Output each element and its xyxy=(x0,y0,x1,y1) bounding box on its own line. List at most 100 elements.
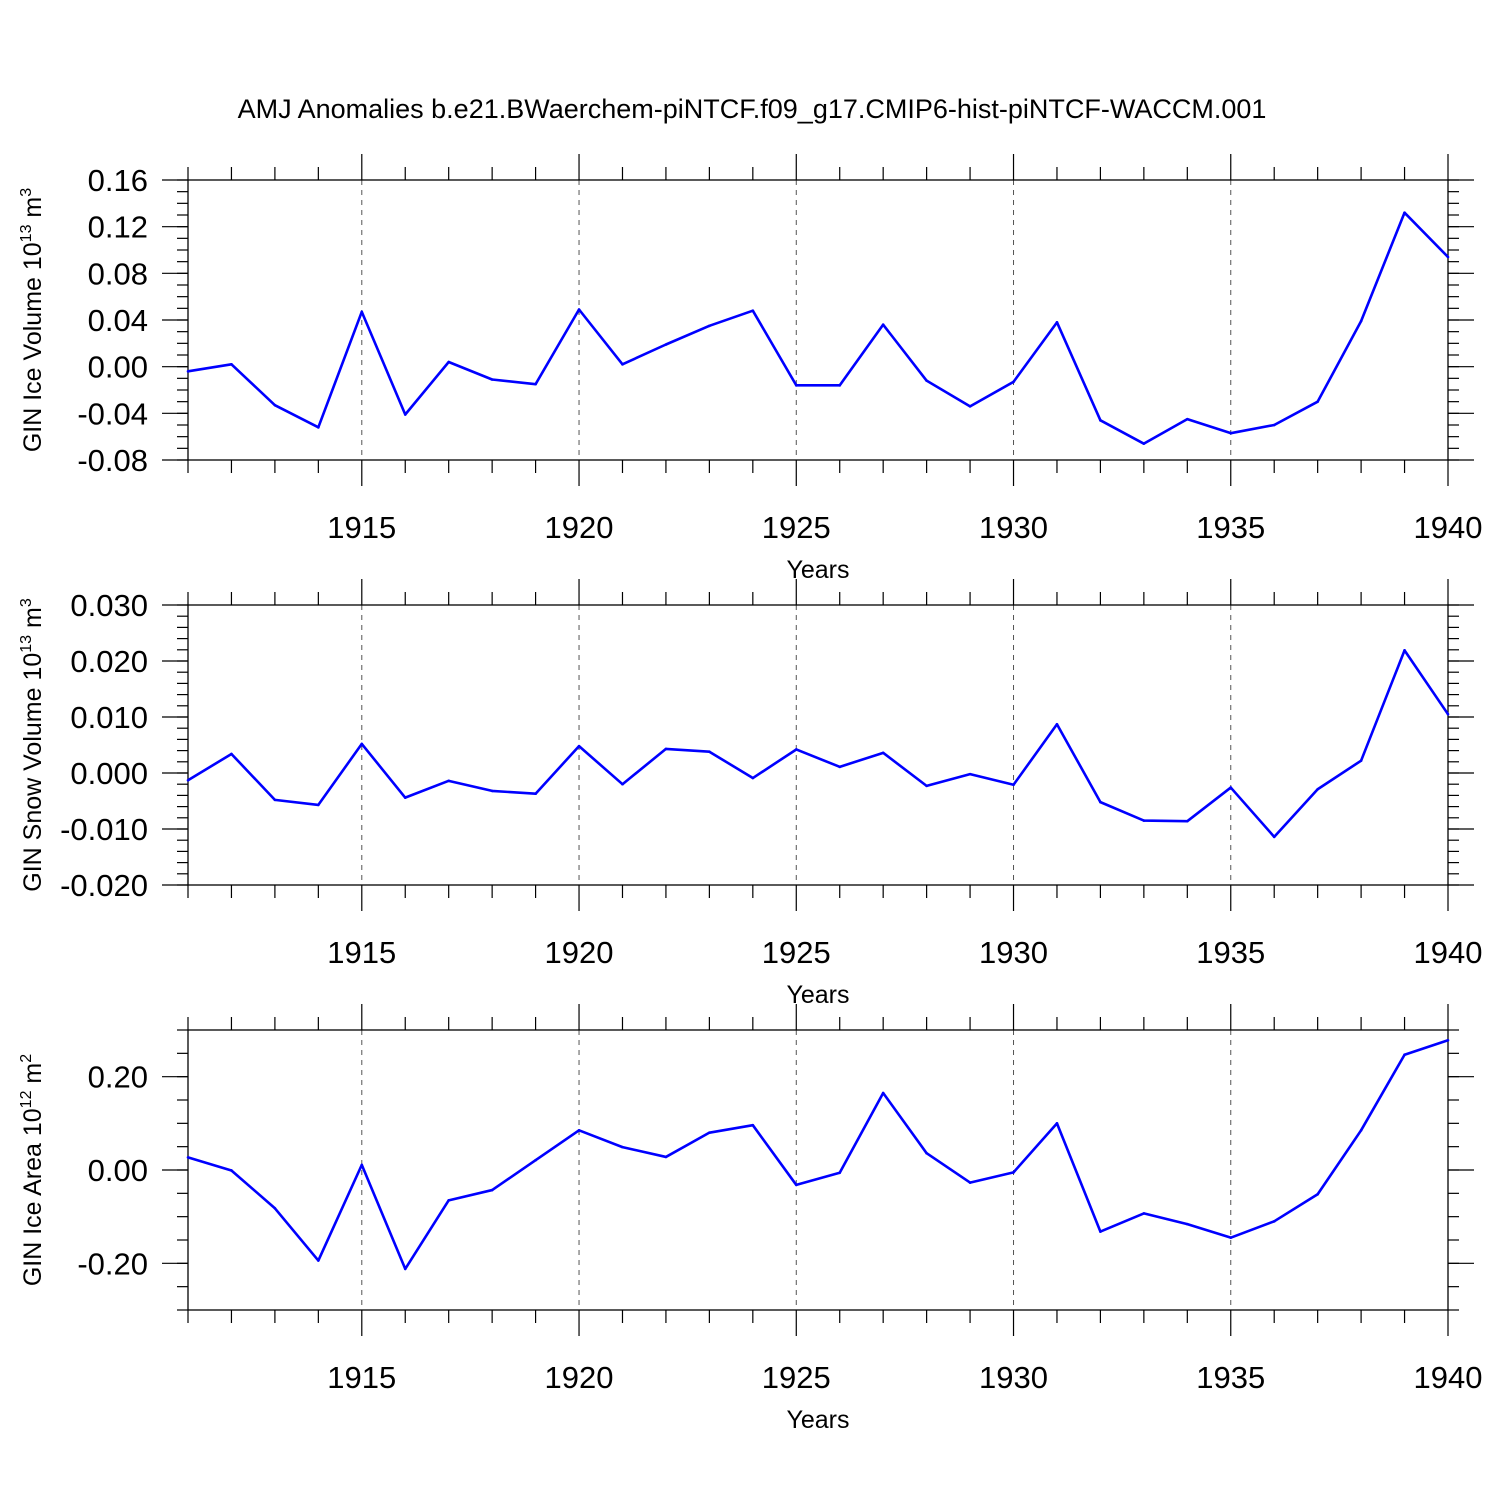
data-point xyxy=(447,1199,450,1202)
data-point xyxy=(925,1151,928,1155)
data-point xyxy=(1012,380,1015,384)
x-tick-label: 1925 xyxy=(762,1360,831,1395)
data-point xyxy=(838,1171,842,1175)
y-axis-title-part: m xyxy=(19,607,47,635)
data-point xyxy=(1359,759,1363,762)
y-axis-title-part: GIN Snow Volume 10 xyxy=(19,653,47,892)
data-point xyxy=(881,323,885,326)
y-tick-label: -0.04 xyxy=(77,396,148,431)
data-point xyxy=(490,789,494,793)
y-tick-label: -0.08 xyxy=(77,443,148,478)
y-axis-title-part: GIN Ice Volume 10 xyxy=(19,242,47,452)
data-point xyxy=(534,792,537,796)
data-point xyxy=(621,1145,624,1149)
data-point xyxy=(1012,783,1015,787)
data-point xyxy=(230,1169,233,1172)
x-axis-title: Years xyxy=(786,1406,849,1434)
data-point xyxy=(881,1091,885,1095)
y-tick-label: 0.000 xyxy=(70,756,148,791)
data-point xyxy=(230,363,233,366)
x-tick-label: 1935 xyxy=(1196,1360,1265,1395)
data-point xyxy=(838,765,842,769)
data-point xyxy=(925,379,928,382)
y-tick-label: 0.00 xyxy=(88,1153,148,1188)
y-tick-label: 0.030 xyxy=(70,588,148,623)
data-point xyxy=(577,1129,581,1132)
data-point xyxy=(577,744,581,748)
data-point xyxy=(1099,1230,1102,1233)
data-point xyxy=(1229,431,1233,435)
data-point xyxy=(490,378,494,381)
data-point xyxy=(751,1123,755,1127)
data-point xyxy=(1359,319,1363,323)
y-tick-label: 0.00 xyxy=(88,350,148,385)
x-tick-label: 1920 xyxy=(545,1360,614,1395)
plot-frame xyxy=(187,1029,1449,1311)
data-line xyxy=(187,211,1449,445)
panel-1: -0.08 -0.04 0.00 0.04 0.08 0.12 0.16 1915 1920 19… xyxy=(18,154,1482,584)
x-tick-label: 1915 xyxy=(327,935,396,970)
data-line xyxy=(187,1039,1449,1271)
y-axis-title-superscript: 2 xyxy=(18,1054,35,1063)
data-point xyxy=(1099,800,1102,804)
x-tick-label: 1930 xyxy=(979,1360,1048,1395)
y-tick-label: -0.20 xyxy=(77,1246,148,1281)
y-tick-label: 0.010 xyxy=(70,700,148,735)
data-point xyxy=(664,1155,668,1159)
data-point xyxy=(230,752,233,756)
data-point xyxy=(317,803,320,807)
data-point xyxy=(1272,423,1276,427)
data-point xyxy=(708,324,711,328)
x-tick-label: 1940 xyxy=(1414,935,1483,970)
plot-frame xyxy=(187,604,1449,886)
panel-2: -0.020 -0.010 0.000 0.010 0.020 0.030 1915 1920… xyxy=(18,579,1482,1009)
y-tick-label: 0.16 xyxy=(88,163,148,198)
data-point xyxy=(1229,786,1233,789)
data-point xyxy=(621,782,624,786)
x-tick-label: 1925 xyxy=(762,510,831,545)
data-point xyxy=(1186,819,1189,823)
y-tick-label: 0.020 xyxy=(70,644,148,679)
panel-3: -0.20 0.00 0.20 1915 1920 1925 1930 1935 1940 Yea… xyxy=(18,1004,1482,1434)
data-point xyxy=(881,751,885,755)
data-point xyxy=(751,309,755,312)
data-point xyxy=(534,382,537,386)
data-point xyxy=(1099,419,1102,422)
data-point xyxy=(1446,712,1450,716)
data-point xyxy=(1186,1222,1189,1226)
y-axis-title: GIN Snow Volume 1013 m3 xyxy=(18,598,47,892)
chart-title: AMJ Anomalies b.e21.BWaerchem-piNTCF.f09… xyxy=(238,94,1267,124)
data-point xyxy=(1012,1171,1015,1174)
data-point xyxy=(708,750,711,754)
x-tick-label: 1940 xyxy=(1414,1360,1483,1395)
data-point xyxy=(447,360,450,364)
data-point xyxy=(1446,1038,1450,1042)
y-tick-label: -0.020 xyxy=(60,868,148,903)
data-point xyxy=(1316,1192,1319,1196)
data-point xyxy=(794,384,798,387)
data-line xyxy=(187,649,1450,839)
y-axis-title-part: m xyxy=(19,1063,47,1091)
data-point xyxy=(1229,1236,1233,1239)
x-axis-title: Years xyxy=(786,556,849,584)
y-tick-label: 0.12 xyxy=(88,210,148,245)
data-point xyxy=(186,1156,190,1159)
data-point xyxy=(968,405,972,408)
data-point xyxy=(1142,442,1146,445)
data-point xyxy=(1403,1053,1406,1057)
data-point xyxy=(1142,1212,1146,1215)
x-tick-label: 1935 xyxy=(1196,935,1265,970)
data-point xyxy=(360,742,364,746)
y-tick-label: -0.010 xyxy=(60,812,148,847)
y-axis-title-superscript: 3 xyxy=(18,188,35,197)
data-point xyxy=(403,796,407,799)
x-axis-title: Years xyxy=(786,981,849,1009)
panels-group: -0.08 -0.04 0.00 0.04 0.08 0.12 0.16 1915 1920 19… xyxy=(18,154,1482,1434)
plot-frame xyxy=(187,179,1449,461)
x-tick-label: 1915 xyxy=(327,1360,396,1395)
data-point xyxy=(186,778,190,782)
x-tick-label: 1920 xyxy=(545,935,614,970)
y-axis-title-part: m xyxy=(19,197,47,225)
x-tick-label: 1920 xyxy=(545,510,614,545)
data-point xyxy=(838,384,842,387)
